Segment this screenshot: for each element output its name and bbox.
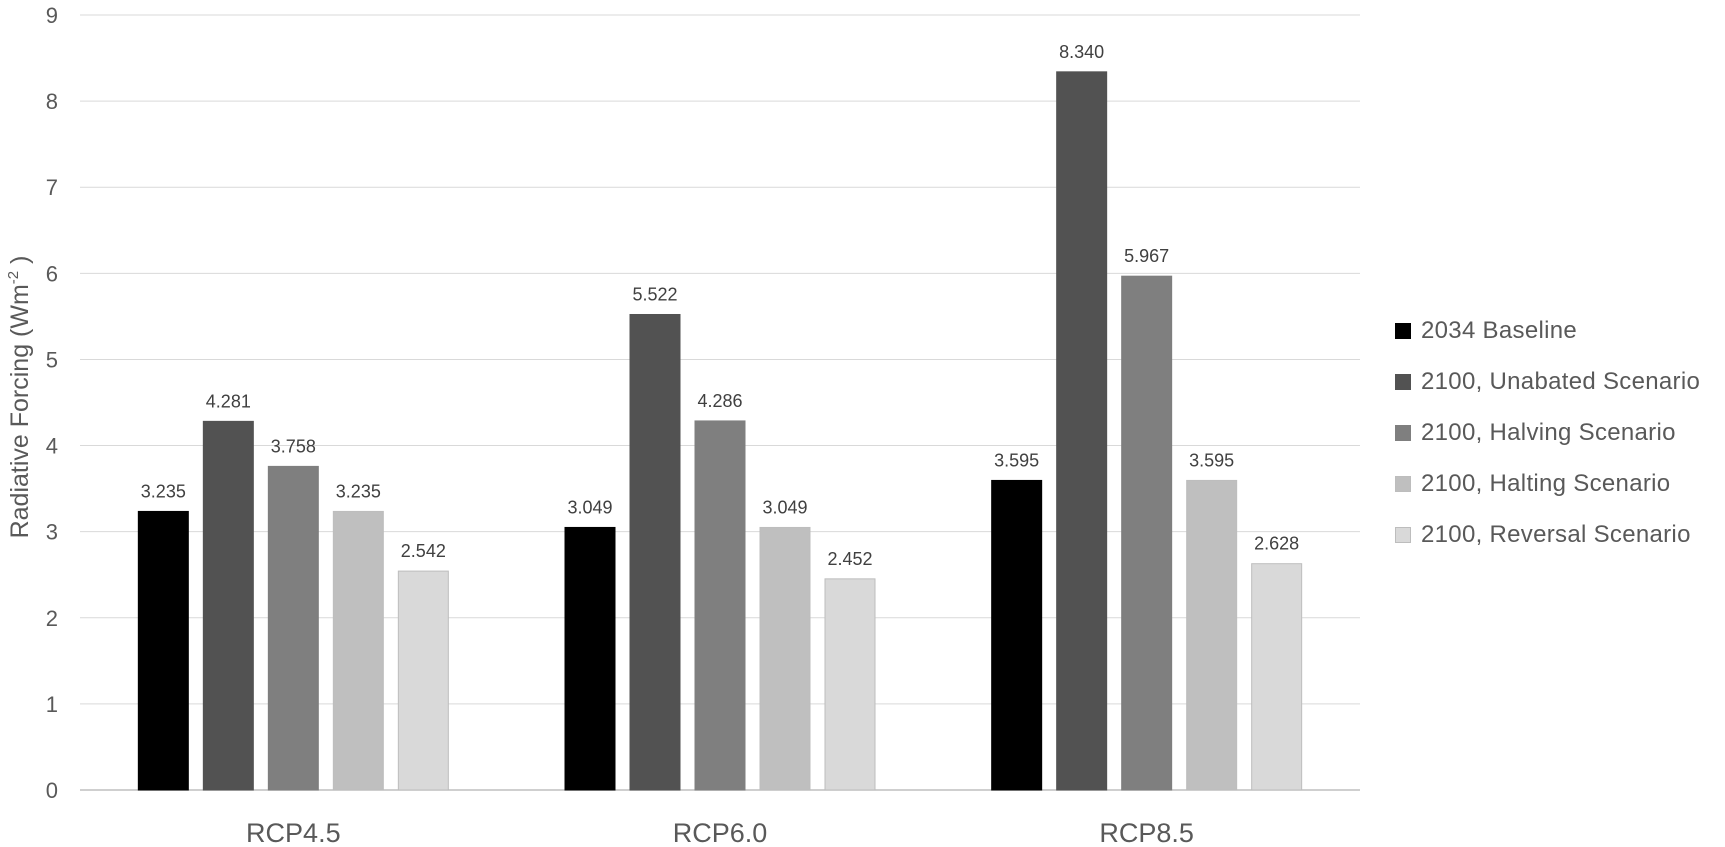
data-label: 3.049 [567,497,612,517]
bars [137,71,1303,791]
data-label: 5.967 [1124,246,1169,266]
legend: 2034 Baseline 2100, Unabated Scenario 2100… [1395,305,1700,560]
data-label: 2.542 [401,541,446,561]
category-label: RCP8.5 [1099,818,1194,847]
bar [759,526,811,791]
bar [332,510,384,791]
y-tick-label: 5 [46,347,58,372]
data-label: 2.452 [827,549,872,569]
legend-label: 2100, Halving Scenario [1421,418,1676,446]
y-tick-label: 3 [46,520,58,545]
data-label: 3.049 [762,497,807,517]
y-tick-label: 9 [46,3,58,28]
bar [1056,71,1108,791]
legend-label: 2034 Baseline [1421,316,1578,344]
legend-swatch [1395,424,1411,441]
bar [991,479,1043,791]
legend-label: 2100, Unabated Scenario [1421,367,1701,395]
data-label: 3.595 [994,450,1039,470]
data-label: 4.286 [697,391,742,411]
y-tick-label: 8 [46,89,58,114]
bar [1186,479,1238,791]
y-tick-label: 6 [46,261,58,286]
y-axis-ticks: 0 1 2 3 4 5 6 7 8 9 [46,3,58,803]
legend-item: 2100, Halving Scenario [1395,407,1700,458]
legend-label: 2100, Reversal Scenario [1421,520,1691,548]
bar [137,510,189,791]
legend-swatch [1395,526,1411,543]
data-label: 3.595 [1189,450,1234,470]
data-label: 3.758 [271,436,316,456]
data-label: 3.235 [141,481,186,501]
legend-item: 2034 Baseline [1395,305,1700,356]
y-tick-label: 0 [46,778,58,803]
y-tick-label: 4 [46,434,58,459]
category-label: RCP6.0 [673,818,768,847]
bar [267,465,319,791]
legend-item: 2100, Unabated Scenario [1395,356,1700,407]
bar [629,313,681,791]
legend-item: 2100, Reversal Scenario [1395,509,1700,560]
bar [694,420,746,791]
bar [1121,275,1173,791]
data-label: 3.235 [336,481,381,501]
data-label: 4.281 [206,391,251,411]
y-tick-label: 1 [46,692,58,717]
bar [202,420,254,791]
category-labels: RCP4.5 RCP6.0 RCP8.5 [246,818,1194,847]
legend-label: 2100, Halting Scenario [1421,469,1671,497]
bar [564,526,616,791]
data-labels: 3.235 4.281 3.758 3.235 2.542 3.049 5.522 4.286… [141,42,1299,569]
data-label: 2.628 [1254,534,1299,554]
bar [1251,563,1303,791]
data-label: 8.340 [1059,42,1104,62]
bar [397,570,449,791]
bar [824,578,876,791]
y-axis-label: Radiative Forcing (Wm-2 ) [5,256,34,539]
category-label: RCP4.5 [246,818,341,847]
legend-item: 2100, Halting Scenario [1395,458,1700,509]
y-tick-label: 2 [46,606,58,631]
y-tick-label: 7 [46,175,58,200]
data-label: 5.522 [632,284,677,304]
legend-swatch [1395,322,1411,339]
legend-swatch [1395,373,1411,390]
legend-swatch [1395,475,1411,492]
